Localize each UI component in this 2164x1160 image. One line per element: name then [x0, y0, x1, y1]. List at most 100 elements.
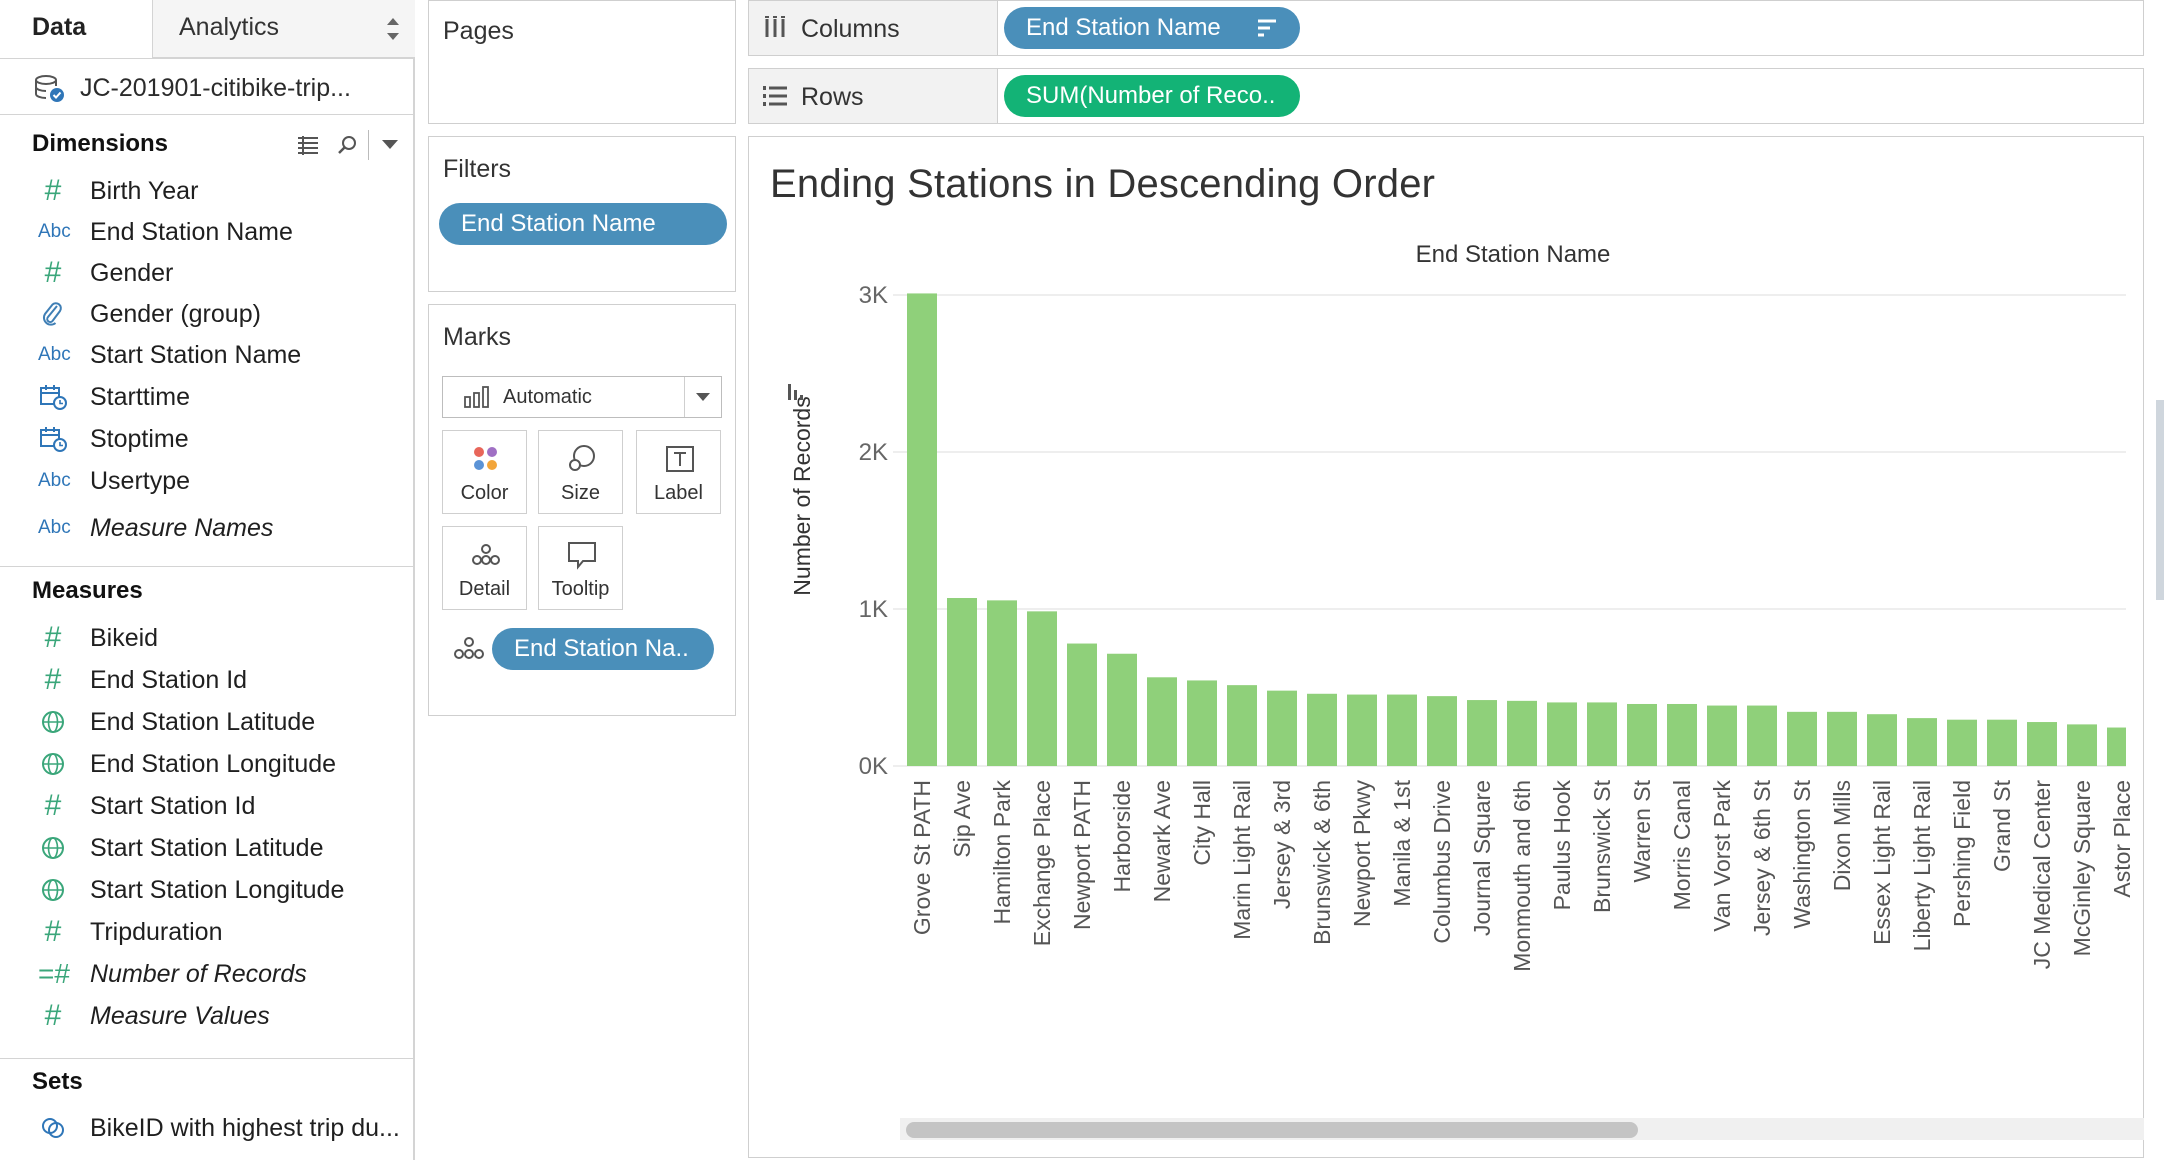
marks-color-button[interactable]: Color: [442, 430, 527, 514]
bar[interactable]: [1267, 690, 1297, 766]
tab-data[interactable]: Data: [0, 0, 152, 58]
x-tick-label[interactable]: Washington St: [1789, 779, 1815, 928]
detail-pill-end-station-name[interactable]: End Station Na..: [492, 628, 714, 670]
bar[interactable]: [1427, 696, 1457, 766]
x-tick-label[interactable]: Brunswick & 6th: [1309, 780, 1335, 945]
filter-pill-end-station-name[interactable]: End Station Name: [439, 203, 727, 245]
bar[interactable]: [1907, 718, 1937, 766]
field-start-station-id[interactable]: # Start Station Id: [0, 786, 413, 826]
x-tick-label[interactable]: City Hall: [1189, 780, 1215, 866]
field-measure-values[interactable]: # Measure Values: [0, 996, 413, 1036]
columns-shelf-content[interactable]: End Station Name: [998, 1, 2143, 55]
sort-axis-icon[interactable]: [788, 384, 803, 400]
x-tick-label[interactable]: Liberty Light Rail: [1909, 780, 1935, 951]
mark-type-select[interactable]: Automatic: [442, 376, 722, 418]
marks-detail-button[interactable]: Detail: [442, 526, 527, 610]
x-tick-label[interactable]: Grove St PATH: [909, 780, 935, 935]
bar[interactable]: [1667, 703, 1697, 766]
x-tick-label[interactable]: Paulus Hook: [1549, 780, 1575, 911]
field-start-station-longitude[interactable]: Start Station Longitude: [0, 870, 413, 910]
bar[interactable]: [1067, 643, 1097, 766]
x-tick-label[interactable]: Manila & 1st: [1389, 779, 1415, 906]
bar[interactable]: [1787, 711, 1817, 766]
field-number-of-records[interactable]: =# Number of Records: [0, 954, 413, 994]
bar[interactable]: [2027, 722, 2057, 766]
bar[interactable]: [1467, 700, 1497, 766]
bar[interactable]: [1107, 653, 1137, 766]
marks-tooltip-button[interactable]: Tooltip: [538, 526, 623, 610]
x-tick-label[interactable]: Newport Pkwy: [1349, 780, 1375, 927]
bar[interactable]: [1747, 705, 1777, 766]
field-bikeid-set[interactable]: BikeID with highest trip du...: [0, 1108, 413, 1148]
field-usertype[interactable]: Abc Usertype: [0, 461, 413, 501]
marks-size-button[interactable]: Size: [538, 430, 623, 514]
list-view-icon[interactable]: [296, 134, 320, 156]
bar[interactable]: [1867, 714, 1897, 766]
bar[interactable]: [907, 293, 937, 766]
field-end-station-longitude[interactable]: End Station Longitude: [0, 744, 413, 784]
x-tick-label[interactable]: Pershing Field: [1949, 780, 1975, 927]
pages-card[interactable]: Pages: [428, 0, 736, 124]
x-tick-label[interactable]: Jersey & 6th St: [1749, 779, 1775, 936]
x-tick-label[interactable]: Dixon Mills: [1829, 780, 1855, 891]
rows-shelf-content[interactable]: SUM(Number of Reco..: [998, 69, 2143, 123]
bar[interactable]: [1347, 694, 1377, 766]
x-tick-label[interactable]: Monmouth and 6th: [1509, 780, 1535, 972]
filters-card[interactable]: Filters End Station Name: [428, 136, 736, 292]
field-stoptime[interactable]: Stoptime: [0, 419, 413, 459]
x-tick-label[interactable]: Grand St: [1989, 779, 2015, 872]
bar[interactable]: [2107, 727, 2126, 766]
bar[interactable]: [1707, 705, 1737, 766]
field-birth-year[interactable]: # Birth Year: [0, 171, 413, 211]
bar[interactable]: [1187, 680, 1217, 766]
search-icon[interactable]: [336, 134, 358, 156]
bar[interactable]: [1587, 702, 1617, 766]
x-tick-label[interactable]: McGinley Square: [2069, 780, 2095, 956]
field-bikeid[interactable]: # Bikeid: [0, 618, 413, 658]
x-tick-label[interactable]: Sip Ave: [949, 780, 975, 858]
x-tick-label[interactable]: JC Medical Center: [2029, 780, 2055, 970]
field-start-station-latitude[interactable]: Start Station Latitude: [0, 828, 413, 868]
bar[interactable]: [1227, 685, 1257, 766]
x-tick-label[interactable]: Hamilton Park: [989, 780, 1015, 925]
field-start-station-name[interactable]: Abc Start Station Name: [0, 335, 413, 375]
columns-pill-end-station-name[interactable]: End Station Name: [1004, 7, 1300, 49]
x-tick-label[interactable]: Astor Place: [2109, 780, 2135, 898]
field-tripduration[interactable]: # Tripduration: [0, 912, 413, 952]
x-tick-label[interactable]: Warren St: [1629, 779, 1655, 882]
x-tick-label[interactable]: Morris Canal: [1669, 780, 1695, 910]
field-gender[interactable]: # Gender: [0, 253, 413, 293]
x-tick-label[interactable]: Essex Light Rail: [1869, 780, 1895, 945]
field-end-station-id[interactable]: # End Station Id: [0, 660, 413, 700]
chevron-down-icon[interactable]: [382, 140, 398, 150]
bar[interactable]: [1947, 719, 1977, 766]
sort-descending-icon[interactable]: [1256, 18, 1278, 38]
bar[interactable]: [1387, 694, 1417, 766]
bar[interactable]: [2067, 724, 2097, 766]
x-tick-label[interactable]: Exchange Place: [1029, 780, 1055, 946]
field-end-station-latitude[interactable]: End Station Latitude: [0, 702, 413, 742]
bar[interactable]: [1987, 719, 2017, 766]
bar[interactable]: [987, 600, 1017, 766]
x-tick-label[interactable]: Brunswick St: [1589, 779, 1615, 913]
bar[interactable]: [947, 598, 977, 766]
bar[interactable]: [1827, 711, 1857, 766]
x-tick-label[interactable]: Newport PATH: [1069, 780, 1095, 930]
scrollbar-thumb[interactable]: [906, 1122, 1638, 1138]
field-end-station-name[interactable]: Abc End Station Name: [0, 212, 413, 252]
tab-analytics[interactable]: Analytics: [152, 0, 415, 58]
x-tick-label[interactable]: Columbus Drive: [1429, 780, 1455, 944]
x-tick-label[interactable]: Jersey & 3rd: [1269, 780, 1295, 909]
field-starttime[interactable]: Starttime: [0, 377, 413, 417]
field-measure-names[interactable]: Abc Measure Names: [0, 508, 413, 548]
rows-pill-sum-number-of-records[interactable]: SUM(Number of Reco..: [1004, 75, 1300, 117]
x-tick-label[interactable]: Van Vorst Park: [1709, 780, 1735, 932]
bar[interactable]: [1547, 702, 1577, 766]
bar[interactable]: [1307, 693, 1337, 766]
x-tick-label[interactable]: Journal Square: [1469, 780, 1495, 936]
datasource-item[interactable]: JC-201901-citibike-trip...: [0, 62, 415, 115]
marks-label-button[interactable]: Label: [636, 430, 721, 514]
chevron-down-icon[interactable]: [684, 377, 721, 417]
x-tick-label[interactable]: Newark Ave: [1149, 780, 1175, 902]
x-tick-label[interactable]: Harborside: [1109, 780, 1135, 893]
